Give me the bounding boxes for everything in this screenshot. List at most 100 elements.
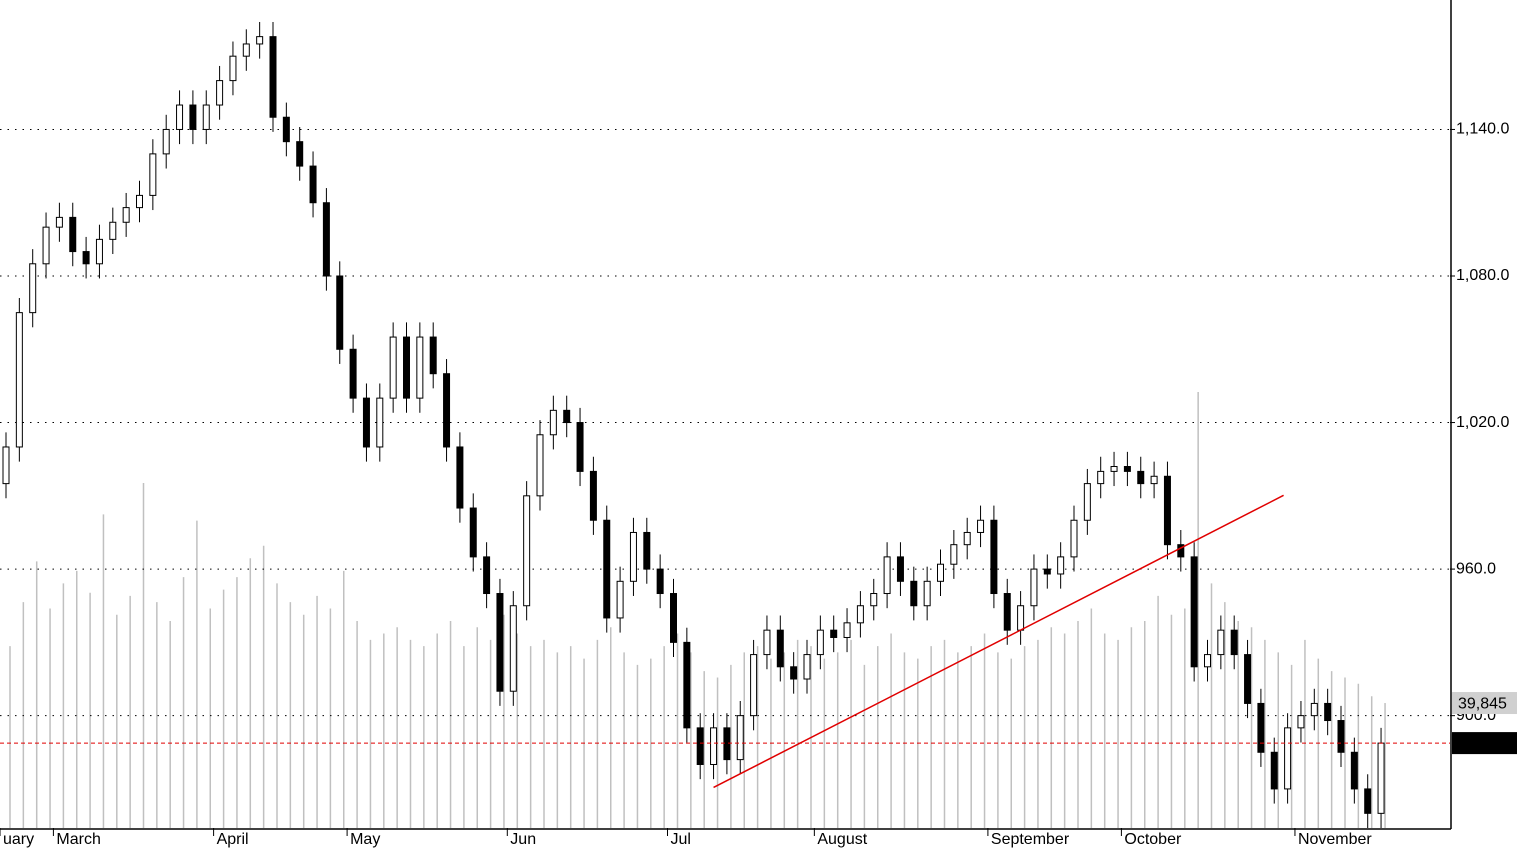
candle-body [269, 36, 277, 118]
candle-body [616, 580, 624, 619]
candle-body [1297, 715, 1305, 729]
last-price-box [1452, 732, 1517, 755]
candle-body [643, 531, 651, 570]
candle-body [469, 507, 477, 558]
candle-body [910, 580, 918, 607]
candle-body [82, 251, 90, 265]
x-tick-label: October [1124, 831, 1182, 848]
candle-body [1257, 702, 1265, 753]
candle-body [256, 36, 264, 45]
candle-body [136, 194, 143, 209]
candle-body [69, 216, 77, 253]
candle-body [1230, 629, 1238, 656]
candle-body [336, 275, 344, 350]
x-tick-label: September [991, 831, 1070, 848]
candle-body [549, 409, 557, 436]
candle-body [242, 43, 250, 57]
candle-body [1284, 727, 1292, 790]
candle-body [710, 727, 718, 765]
candle-body [683, 641, 691, 729]
volume-last-box [1452, 692, 1517, 715]
candle-body [1097, 470, 1105, 485]
candle-body [723, 727, 731, 761]
candle-body [1150, 475, 1158, 485]
candle-body [750, 654, 758, 717]
candle-body [1043, 568, 1051, 575]
candle-body [830, 629, 838, 638]
candle-body [456, 446, 464, 509]
last-price-label: 888.76 [1458, 735, 1507, 752]
candle-body [950, 544, 958, 565]
candle-body [896, 556, 904, 582]
candle-body [416, 336, 424, 399]
candle-body [322, 202, 330, 277]
candle-body [990, 519, 998, 595]
candle-body [1083, 483, 1091, 521]
candle-body [1110, 466, 1118, 472]
candle-body [496, 593, 504, 692]
candle-body [803, 654, 811, 680]
candle-body [1337, 720, 1345, 753]
candle-body [149, 153, 157, 196]
candle-body [1324, 702, 1332, 722]
candle-body [1030, 568, 1038, 607]
candle-body [656, 568, 664, 595]
candle-body [1190, 556, 1198, 668]
candle-body [376, 397, 384, 448]
candle-body [403, 336, 410, 399]
candle-body [1070, 519, 1078, 558]
candle-body [870, 593, 878, 607]
candle-body [923, 580, 931, 607]
candle-body [296, 141, 304, 167]
candle-body [349, 348, 357, 399]
candle-body [1017, 605, 1025, 631]
candle-body [629, 531, 637, 582]
candle-body [202, 104, 210, 130]
candle-body [576, 422, 584, 472]
candle-body [229, 55, 237, 82]
candle-body [483, 556, 491, 595]
candle-body [1217, 629, 1225, 656]
x-tick-label: May [350, 831, 380, 848]
candle-body [15, 312, 23, 448]
x-tick-label: Jul [671, 831, 691, 848]
trendline [713, 494, 1284, 789]
candle-body [282, 116, 290, 143]
candle-body [95, 238, 103, 265]
y-tick-label: 1,140.0 [1456, 121, 1509, 138]
candle-body [937, 563, 944, 582]
candle-body [42, 226, 50, 265]
candle-body [1163, 475, 1171, 546]
candle-body [122, 207, 130, 223]
x-tick-label: April [217, 831, 249, 848]
candle-body [1204, 654, 1211, 668]
candle-body [1123, 466, 1131, 472]
candle-body [536, 434, 544, 497]
candle-body [523, 495, 531, 607]
candle-body [696, 727, 704, 765]
x-tick-label: November [1298, 831, 1372, 848]
candle-body [977, 519, 985, 533]
candle-body [1137, 470, 1145, 485]
y-tick-label: 1,080.0 [1456, 267, 1509, 284]
x-tick-label: March [56, 831, 100, 848]
candle-body [963, 531, 971, 546]
candle-body [1177, 544, 1185, 558]
candle-body [843, 622, 851, 638]
candle-body [1244, 654, 1252, 704]
candle-body [443, 373, 451, 448]
candle-body [1310, 702, 1318, 717]
candle-body [309, 165, 317, 204]
candle-body [763, 629, 771, 656]
candle-body [1057, 556, 1065, 575]
y-tick-label: 960.0 [1456, 560, 1496, 577]
candle-body [109, 221, 117, 240]
candle-body [189, 104, 197, 130]
candle-body [603, 519, 611, 619]
candle-body [1350, 751, 1358, 790]
candle-body [55, 216, 63, 228]
candle-body [563, 409, 571, 424]
volume-last-label: 39,845 [1458, 695, 1507, 712]
